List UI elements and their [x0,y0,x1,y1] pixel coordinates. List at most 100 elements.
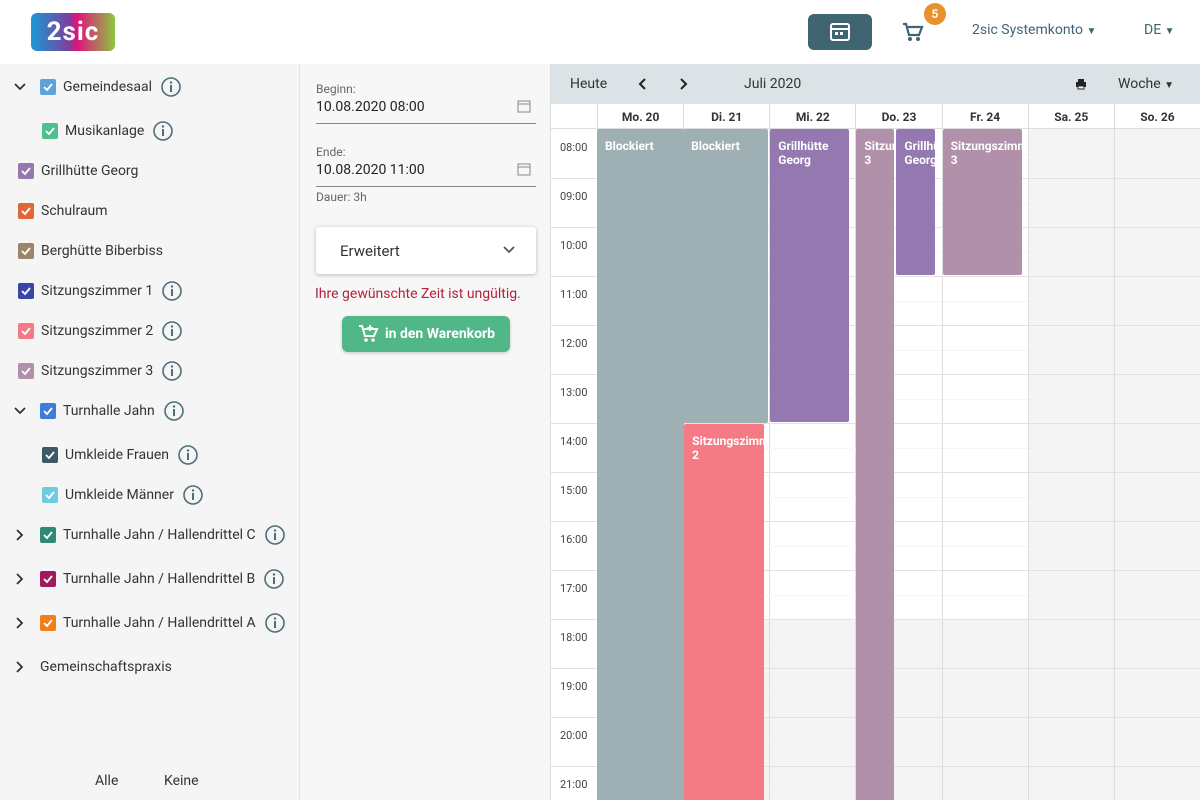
resource-label: Turnhalle Jahn [63,403,155,419]
info-icon[interactable] [182,484,204,506]
calendar-event[interactable]: Grillhütte Georg [770,129,850,423]
prev-button[interactable] [636,76,650,92]
checkbox[interactable] [40,615,56,631]
resource-label: Gemeinschaftspraxis [40,659,172,675]
chevron-down [503,246,515,254]
resource-item[interactable]: Turnhalle Jahn / Hallendrittel C [40,525,286,545]
logo[interactable]: 2sic [31,13,115,51]
week-grid: Mo. 20 Di. 21 Mi. 22 Do. 23 Fr. 24 Sa. 25 So. … [551,104,1200,800]
resource-item[interactable]: Musikanlage [42,121,174,141]
resource-item[interactable]: Turnhalle Jahn / Hallendrittel B [40,569,285,589]
resource-item[interactable]: Umkleide Frauen [42,445,199,465]
hour-label: 20:00 [560,729,588,742]
resource-item[interactable]: Sitzungszimmer 3 [18,361,183,381]
resource-item[interactable]: Turnhalle Jahn / Hallendrittel A [40,613,286,633]
calendar-event[interactable]: Sitzungszimmer 3 [942,129,1022,276]
calendar-event[interactable]: Sitzungszimmer 3 [856,129,895,800]
checkbox[interactable] [42,447,58,463]
language-menu[interactable]: DE ▼ [1144,22,1175,38]
checkbox[interactable] [40,79,56,95]
info-icon[interactable] [160,76,182,98]
calendar-event[interactable]: Blockiert [683,129,769,423]
print-button[interactable] [1074,77,1088,91]
checkbox[interactable] [18,163,34,179]
resource-item[interactable]: Gemeinschaftspraxis [40,657,172,677]
sidebar: Gemeindesaal Musikanlage Grillhütte Georg S… [0,64,300,800]
calendar-button[interactable] [808,14,872,50]
hour-label: 17:00 [560,582,588,595]
cart-icon[interactable] [900,20,926,44]
add-to-cart-button[interactable]: in den Warenkorb [342,316,510,352]
day-header-row [551,104,1200,129]
hour-label: 11:00 [560,288,588,301]
tree-toggle[interactable] [14,573,26,585]
info-icon[interactable] [264,524,286,546]
checkbox[interactable] [42,487,58,503]
resource-label: Gemeindesaal [63,79,152,95]
day-column-line [1113,129,1115,800]
checkbox[interactable] [18,243,34,259]
day-header: Mo. 20 [597,104,683,129]
select-all[interactable]: Alle [95,773,119,789]
checkbox[interactable] [18,283,34,299]
checkbox[interactable] [18,323,34,339]
resource-item[interactable]: Umkleide Männer [42,485,204,505]
half-hour-line [597,643,1200,645]
resource-label: Berghütte Biberbiss [41,243,163,259]
checkbox[interactable] [42,123,58,139]
hour-label: 09:00 [560,190,588,203]
info-icon[interactable] [263,568,285,590]
today-button[interactable]: Heute [570,76,608,92]
day-header: Do. 23 [855,104,941,129]
tree-toggle[interactable] [14,405,26,417]
resource-item[interactable]: Sitzungszimmer 2 [18,321,183,341]
checkbox[interactable] [18,203,34,219]
info-icon[interactable] [152,120,174,142]
info-icon[interactable] [161,360,183,382]
checkbox[interactable] [18,363,34,379]
info-icon[interactable] [177,444,199,466]
cart-count: 5 [924,3,946,25]
calendar-event[interactable]: Sitzungszimmer 2 [684,423,765,800]
half-hour-line [597,594,1200,596]
calendar-event[interactable]: Grillhütte Georg [896,129,936,276]
resource-item[interactable]: Schulraum [18,201,108,221]
begin-input[interactable]: 10.08.2020 08:00 [316,96,536,124]
next-button[interactable] [676,76,690,92]
resource-item[interactable]: Gemeindesaal [40,77,182,97]
tree-toggle[interactable] [14,661,26,673]
hour-label: 12:00 [560,337,588,350]
resource-label: Sitzungszimmer 1 [41,283,154,299]
end-label: Ende: [316,145,346,159]
account-menu[interactable]: 2sic Systemkonto ▼ [972,22,1097,38]
calendar: Heute Juli 2020 Woche ▼ Mo. 20 Di. 21 Mi. … [551,64,1200,800]
info-icon[interactable] [161,320,183,342]
resource-item[interactable]: Sitzungszimmer 1 [18,281,183,301]
hour-label: 10:00 [560,239,588,252]
checkbox[interactable] [40,403,56,419]
error-message: Ihre gewünschte Zeit ist ungültig. [315,286,521,302]
advanced-panel[interactable]: Erweitert [316,227,536,274]
day-header: Mi. 22 [769,104,855,129]
info-icon[interactable] [163,400,185,422]
calendar-event[interactable]: Blockiert [597,129,684,800]
hour-label: 21:00 [560,778,588,791]
end-value: 10.08.2020 11:00 [316,162,425,178]
end-input[interactable]: 10.08.2020 11:00 [316,159,536,187]
info-icon[interactable] [264,612,286,634]
resource-item[interactable]: Turnhalle Jahn [40,401,185,421]
info-icon[interactable] [161,280,183,302]
tree-toggle[interactable] [14,529,26,541]
resource-label: Turnhalle Jahn / Hallendrittel B [63,571,256,587]
date-icon [517,163,531,176]
tree-toggle[interactable] [14,617,26,629]
view-menu[interactable]: Woche ▼ [1118,76,1175,92]
resource-item[interactable]: Berghütte Biberbiss [18,241,163,261]
checkbox[interactable] [40,571,56,587]
resource-item[interactable]: Grillhütte Georg [18,161,138,181]
tree-toggle[interactable] [14,81,26,93]
checkbox[interactable] [40,527,56,543]
booking-form: Beginn: 10.08.2020 08:00 Ende: 10.08.202… [300,64,551,800]
select-none[interactable]: Keine [164,773,199,789]
